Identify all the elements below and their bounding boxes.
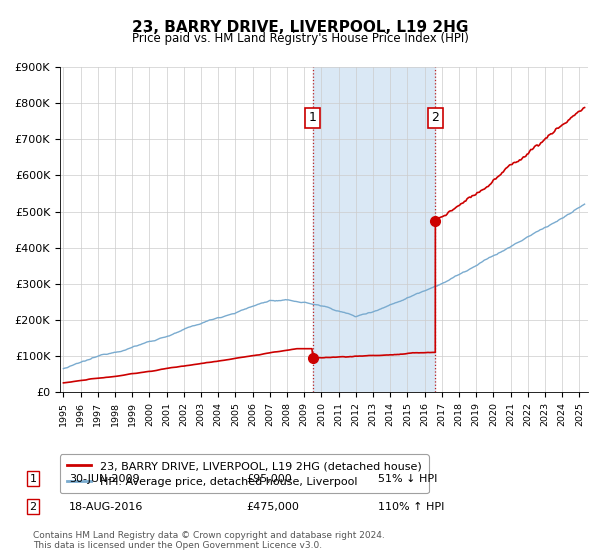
Text: 2: 2 [431,111,439,124]
Text: 1: 1 [309,111,317,124]
Text: 2: 2 [29,502,37,512]
Text: £475,000: £475,000 [246,502,299,512]
Text: 1: 1 [29,474,37,484]
Text: £95,000: £95,000 [246,474,292,484]
Text: 30-JUN-2009: 30-JUN-2009 [69,474,140,484]
Text: 51% ↓ HPI: 51% ↓ HPI [378,474,437,484]
Text: Price paid vs. HM Land Registry's House Price Index (HPI): Price paid vs. HM Land Registry's House … [131,32,469,45]
Text: 23, BARRY DRIVE, LIVERPOOL, L19 2HG: 23, BARRY DRIVE, LIVERPOOL, L19 2HG [132,20,468,35]
Text: 110% ↑ HPI: 110% ↑ HPI [378,502,445,512]
Text: Contains HM Land Registry data © Crown copyright and database right 2024.
This d: Contains HM Land Registry data © Crown c… [33,530,385,550]
Text: 18-AUG-2016: 18-AUG-2016 [69,502,143,512]
Legend: 23, BARRY DRIVE, LIVERPOOL, L19 2HG (detached house), HPI: Average price, detach: 23, BARRY DRIVE, LIVERPOOL, L19 2HG (det… [60,454,428,493]
Bar [313,67,436,392]
